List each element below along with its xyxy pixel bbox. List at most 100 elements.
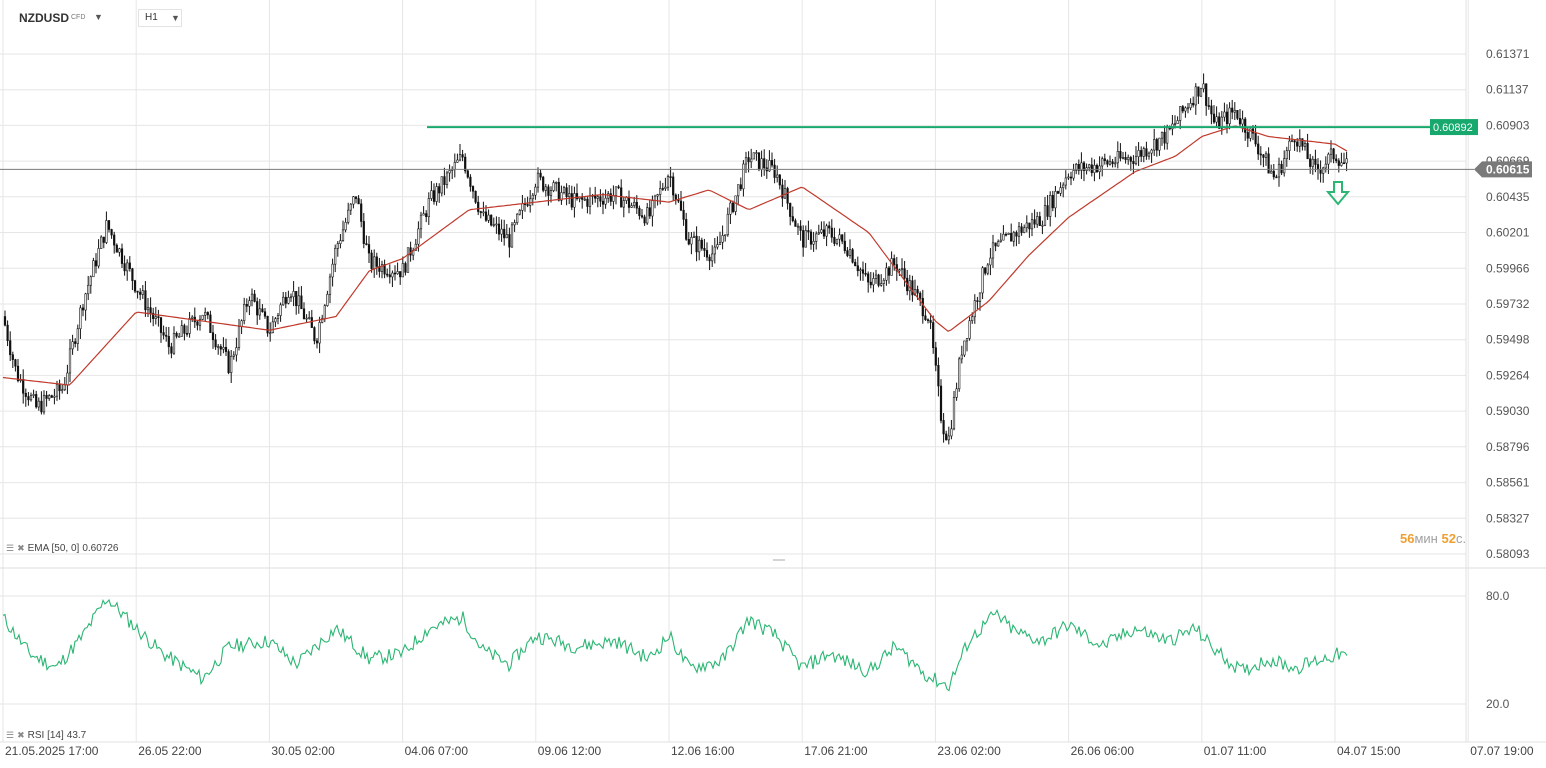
candle-body: [404, 263, 407, 273]
candle-body: [250, 293, 254, 301]
candle-body: [427, 198, 430, 218]
close-icon[interactable]: ✖: [17, 730, 25, 740]
candle-body: [536, 172, 540, 188]
candle-body: [440, 176, 443, 194]
rsi-legend[interactable]: ☰ ✖ RSI [14] 43.7: [6, 730, 86, 741]
candle-body: [757, 152, 761, 170]
candle-body: [438, 186, 441, 194]
candle-body: [505, 234, 508, 239]
candle-body: [539, 172, 542, 178]
candle-body: [1132, 161, 1135, 165]
candle-body: [302, 308, 306, 320]
candle-body: [120, 248, 124, 264]
candle-body: [334, 248, 337, 265]
candle-body: [1228, 107, 1231, 125]
candle-body: [1192, 102, 1195, 106]
ema-legend[interactable]: ☰ ✖ EMA [50, 0] 0.60726: [6, 543, 118, 554]
candle-body: [388, 274, 391, 278]
candle-body: [206, 312, 209, 316]
symbol-dropdown-icon[interactable]: ▼: [94, 12, 103, 22]
price-axis-tick: 0.59264: [1486, 368, 1530, 382]
candle-body: [1342, 162, 1346, 165]
candle-body: [708, 256, 711, 262]
candle-body: [1233, 110, 1236, 113]
candle-body: [583, 198, 586, 201]
candle-body: [1314, 158, 1317, 165]
candle-body: [42, 394, 46, 413]
candle-body: [1137, 150, 1140, 158]
candle-body: [386, 273, 389, 276]
price-axis-tick: 0.59498: [1486, 333, 1530, 347]
candle-body: [315, 340, 319, 344]
candle-body: [279, 304, 282, 316]
candle-body: [230, 355, 233, 373]
menu-icon[interactable]: ☰: [6, 543, 15, 553]
candle-body: [1272, 170, 1275, 178]
candle-body: [820, 229, 823, 233]
candle-body: [336, 243, 339, 249]
candle-body: [750, 158, 753, 163]
candle-body: [700, 239, 703, 249]
candle-body: [1199, 88, 1203, 97]
price-axis-tick: 0.61371: [1486, 47, 1530, 61]
chart-toolbar: NZDUSD CFD ▼ H1 ▼: [0, 0, 300, 34]
menu-icon[interactable]: ☰: [6, 730, 15, 740]
candle-body: [531, 194, 534, 200]
candle-body: [999, 239, 1002, 242]
candle-body: [815, 233, 818, 242]
candle-body: [1072, 170, 1075, 179]
candle-body: [219, 346, 222, 350]
candle-body: [1163, 131, 1166, 144]
candle-body: [513, 222, 516, 226]
candle-body: [1121, 157, 1125, 159]
candle-body: [622, 200, 625, 208]
candle-body: [955, 388, 958, 398]
symbol-selector[interactable]: NZDUSD: [19, 11, 69, 25]
candle-body: [401, 263, 404, 278]
candle-body: [575, 193, 579, 199]
candle-body: [599, 196, 602, 202]
candle-body: [258, 308, 261, 316]
candle-body: [692, 235, 696, 238]
candle-body: [971, 316, 974, 322]
candle-body: [1277, 163, 1281, 178]
candle-body: [1345, 158, 1348, 164]
candle-body: [1220, 116, 1223, 129]
candle-body: [58, 383, 61, 392]
candle-body: [354, 196, 358, 199]
candle-body: [269, 332, 272, 335]
candle-body: [92, 260, 95, 278]
candle-body: [682, 209, 685, 220]
candle-body: [40, 400, 43, 413]
candle-body: [214, 339, 217, 348]
candle-body: [601, 200, 605, 205]
timeframe-selector[interactable]: H1 ▼: [138, 9, 182, 27]
candle-body: [1283, 158, 1286, 174]
candle-body: [1309, 158, 1312, 167]
candle-body: [586, 198, 589, 207]
candle-body: [79, 307, 82, 330]
candle-body: [617, 186, 620, 189]
time-axis-tick: 30.05 02:00: [271, 744, 335, 758]
price-axis-tick: 0.58561: [1486, 476, 1530, 490]
candle-body: [1311, 158, 1314, 167]
candle-body: [32, 394, 35, 396]
candle-body: [37, 400, 40, 408]
price-axis-tick: 0.60435: [1486, 190, 1530, 204]
candle-body: [1207, 105, 1210, 107]
timeframe-dropdown-icon[interactable]: ▼: [171, 13, 180, 23]
candle-body: [729, 202, 732, 215]
candle-body: [222, 347, 225, 350]
candle-body: [328, 276, 332, 295]
candle-body: [100, 236, 103, 249]
candle-body: [131, 268, 134, 281]
candle-body: [1080, 162, 1083, 171]
candle-body: [1340, 162, 1343, 166]
candle-body: [1134, 156, 1138, 165]
candle-body: [1041, 224, 1044, 227]
candle-body: [87, 284, 90, 295]
close-icon[interactable]: ✖: [17, 543, 25, 553]
candle-body: [510, 224, 514, 248]
price-axis-tick: 0.58327: [1486, 511, 1530, 525]
